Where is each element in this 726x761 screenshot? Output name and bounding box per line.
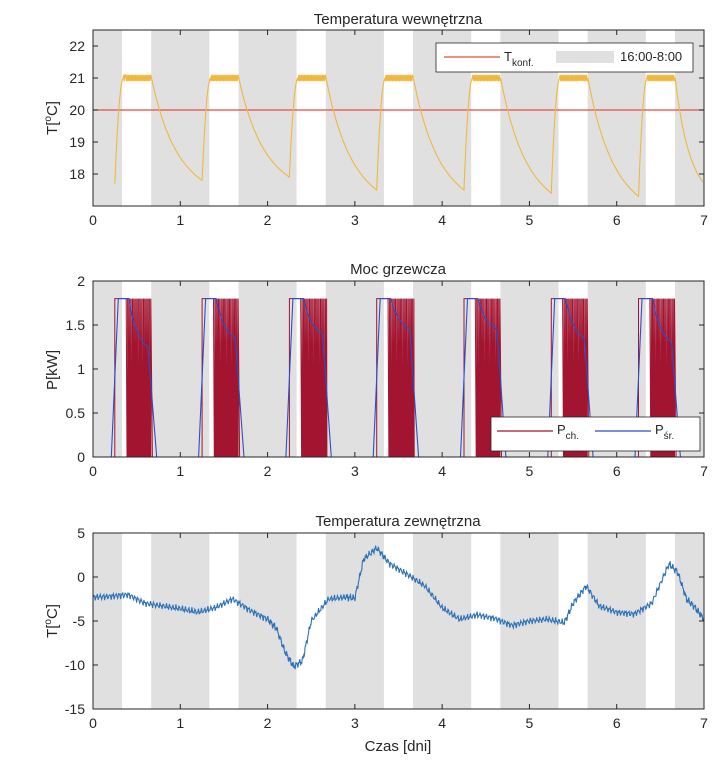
ylabel-power: P[kW] — [44, 350, 61, 390]
x-tick-label: 3 — [351, 212, 359, 228]
p-sr-line — [93, 298, 704, 458]
y-tick-label: 0.5 — [66, 405, 86, 421]
y-tick-label: 1.5 — [66, 317, 86, 333]
y-tick-label: -15 — [65, 701, 85, 717]
title-power: Moc grzewcza — [350, 261, 447, 278]
legend-swatch-night — [556, 51, 614, 63]
x-tick-label: 5 — [526, 463, 534, 479]
legend-label-night: 16:00-8:00 — [620, 49, 682, 64]
y-tick-label: 0 — [77, 449, 85, 465]
plot-area — [93, 74, 704, 198]
x-tick-label: 6 — [613, 212, 621, 228]
night-band — [413, 281, 472, 457]
x-tick-label: 1 — [176, 463, 184, 479]
night-band — [151, 30, 210, 206]
y-tick-label: -10 — [65, 657, 85, 673]
night-band — [238, 281, 297, 457]
y-tick-label: 2 — [77, 273, 85, 289]
panel-outdoor: Temperatura zewnętrzna 0 1 2 3 4 5 6 7-15-10-50… — [43, 513, 708, 755]
ylabel-outdoor: T[oC] — [43, 604, 61, 638]
x-tick-label: 7 — [700, 463, 708, 479]
ylabel-indoor: T[oC] — [43, 101, 61, 135]
night-band — [325, 533, 384, 709]
panel-indoor: Temperatura wewnętrzna 0 1 2 3 4 5 6 7 18 19 20 21 2… — [43, 11, 708, 228]
ticks: 0 1 2 3 4 5 6 7 0 0.5 1 1.5 2 — [66, 273, 709, 479]
y-tick-label: 19 — [69, 134, 85, 150]
y-tick-label: 1 — [77, 361, 85, 377]
legend-power: Pch. Pśr. — [490, 416, 701, 452]
ticks: 0 1 2 3 4 5 6 7 -15 -10 -5 0 5 — [65, 525, 708, 731]
legend-label-psr: Pśr. — [655, 422, 674, 442]
panel-power: Moc grzewcza 0 1 2 3 4 5 6 7 0 0.5 1 1.5 2 P[kW] Pch… — [44, 261, 708, 479]
y-tick-label: 0 — [77, 569, 85, 585]
title-indoor: Temperatura wewnętrzna — [314, 11, 483, 28]
title-outdoor: Temperatura zewnętrzna — [315, 513, 481, 530]
x-tick-label: 1 — [176, 715, 184, 731]
legend-indoor: Tkonf. 16:00-8:00 — [435, 42, 694, 73]
night-band — [151, 281, 210, 457]
plot-area — [92, 545, 705, 670]
x-tick-label: 5 — [526, 212, 534, 228]
x-tick-label: 5 — [526, 715, 534, 731]
legend-label-tkonf: Tkonf. — [504, 49, 534, 69]
x-tick-label: 0 — [89, 715, 97, 731]
x-tick-label: 4 — [438, 463, 446, 479]
x-tick-label: 7 — [700, 715, 708, 731]
x-tick-label: 2 — [264, 463, 272, 479]
x-tick-label: 4 — [438, 212, 446, 228]
legend-label-pch: Pch. — [557, 422, 579, 442]
night-band — [93, 30, 123, 206]
x-tick-label: 3 — [351, 715, 359, 731]
legend-box — [490, 416, 701, 452]
x-tick-label: 2 — [264, 212, 272, 228]
outdoor-temperature-line — [92, 545, 705, 670]
x-tick-label: 2 — [264, 715, 272, 731]
x-tick-label: 0 — [89, 212, 97, 228]
indoor-temperature-line — [114, 74, 704, 198]
axes-box — [92, 29, 705, 207]
x-tick-label: 6 — [613, 715, 621, 731]
night-band — [325, 281, 384, 457]
y-tick-label: 22 — [69, 38, 85, 54]
night-band — [587, 533, 646, 709]
x-tick-label: 0 — [89, 463, 97, 479]
x-tick-label: 6 — [613, 463, 621, 479]
night-band — [238, 30, 297, 206]
x-tick-label: 4 — [438, 715, 446, 731]
y-tick-label: 21 — [69, 70, 85, 86]
night-band — [325, 30, 384, 206]
y-tick-label: 18 — [69, 166, 85, 182]
night-band — [238, 533, 297, 709]
y-tick-label: 5 — [77, 525, 85, 541]
xlabel-outdoor: Czas [dni] — [365, 738, 432, 755]
x-tick-label: 7 — [700, 212, 708, 228]
y-tick-label: 20 — [69, 102, 85, 118]
night-band — [413, 533, 472, 709]
x-tick-label: 3 — [351, 463, 359, 479]
x-tick-label: 1 — [176, 212, 184, 228]
ticks: 0 1 2 3 4 5 6 7 18 19 20 21 22 — [69, 30, 708, 228]
y-tick-label: -5 — [73, 613, 86, 629]
night-band — [151, 533, 210, 709]
